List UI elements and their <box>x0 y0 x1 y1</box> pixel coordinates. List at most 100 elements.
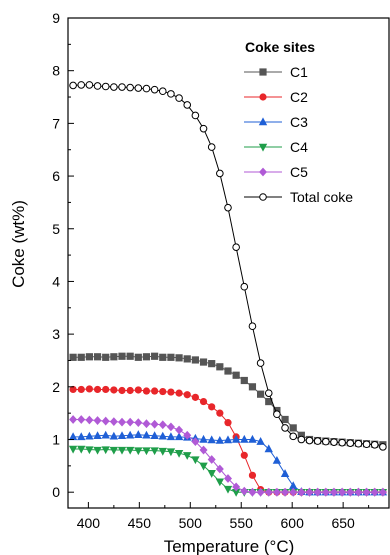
point-c5 <box>134 418 143 428</box>
point-c1 <box>167 353 175 361</box>
point-c2 <box>69 385 77 394</box>
point-total-coke <box>207 143 216 151</box>
point-c4 <box>207 470 216 478</box>
point-c2 <box>159 387 167 396</box>
point-c4 <box>85 446 94 455</box>
point-c2 <box>118 386 126 395</box>
point-c5 <box>329 487 338 497</box>
series-layer <box>68 81 388 497</box>
point-c5 <box>362 487 371 497</box>
point-c1 <box>224 367 232 375</box>
point-total-coke <box>297 435 306 444</box>
point-c2 <box>134 386 142 394</box>
x-tick-label: 500 <box>179 515 203 531</box>
plot-frame <box>67 17 390 509</box>
point-c2 <box>151 387 159 395</box>
point-total-coke <box>118 83 126 91</box>
y-tick-label: 2 <box>52 379 60 395</box>
point-c5 <box>370 487 379 497</box>
point-c5 <box>150 419 159 429</box>
point-c2 <box>208 403 216 411</box>
series-c1 <box>69 352 387 449</box>
point-c1 <box>257 390 265 398</box>
point-total-coke <box>232 243 240 251</box>
point-c1 <box>289 424 297 432</box>
point-c3 <box>68 432 78 441</box>
point-c4 <box>134 447 143 456</box>
point-c3 <box>240 434 249 443</box>
point-c5 <box>248 487 257 497</box>
point-c2 <box>199 397 208 406</box>
y-tick-label: 6 <box>52 168 60 184</box>
point-total-coke <box>150 85 159 94</box>
point-c1 <box>216 363 224 371</box>
series-c5 <box>69 415 387 497</box>
point-c5 <box>166 422 175 432</box>
point-c2 <box>93 385 102 394</box>
point-total-coke <box>216 169 224 178</box>
point-c4 <box>150 447 159 456</box>
legend-label: C4 <box>290 139 308 155</box>
point-total-coke <box>77 81 86 89</box>
point-c5 <box>321 487 330 497</box>
point-total-coke <box>273 410 281 419</box>
point-c1 <box>297 431 305 439</box>
point-c3 <box>77 432 86 441</box>
y-tick-label: 3 <box>52 326 60 342</box>
point-c1 <box>248 383 257 391</box>
y-tick-label: 5 <box>52 221 60 237</box>
point-c3 <box>280 469 290 477</box>
point-c5 <box>118 417 127 427</box>
point-total-coke <box>362 440 371 449</box>
point-c2 <box>167 388 175 396</box>
point-c1 <box>175 354 183 362</box>
point-total-coke <box>158 87 167 96</box>
series-total-coke <box>69 81 387 451</box>
point-c1 <box>126 352 134 360</box>
point-c5 <box>69 415 78 424</box>
point-total-coke <box>256 359 265 367</box>
point-total-coke <box>93 82 102 90</box>
legend-item-c2: C2 <box>244 89 308 105</box>
point-c4 <box>109 446 119 455</box>
point-c1 <box>151 352 159 360</box>
x-axis-title: Temperature (°C) <box>164 537 295 555</box>
point-total-coke <box>330 438 338 446</box>
point-c4 <box>174 450 184 458</box>
point-c4 <box>93 446 102 455</box>
y-tick-label: 1 <box>52 432 60 448</box>
point-total-coke <box>281 424 289 432</box>
point-c3 <box>207 435 216 444</box>
point-c3 <box>125 430 135 439</box>
point-c3 <box>199 434 208 443</box>
x-tick-label: 450 <box>128 515 152 531</box>
point-c4 <box>101 446 110 455</box>
point-c4 <box>231 488 241 497</box>
point-total-coke <box>134 84 143 92</box>
legend-item-c4: C4 <box>244 139 308 155</box>
legend-label: C3 <box>290 114 308 130</box>
point-total-coke <box>199 124 208 133</box>
point-c1 <box>208 360 216 368</box>
point-c1 <box>118 352 126 360</box>
point-c3 <box>101 430 110 439</box>
point-c4 <box>125 446 135 455</box>
point-total-coke <box>305 436 314 445</box>
point-c5 <box>305 487 314 497</box>
point-c2 <box>191 393 199 401</box>
point-c5 <box>346 487 355 497</box>
point-c5 <box>264 487 273 497</box>
point-c1 <box>281 415 289 424</box>
axes-layer: 0 1 2 3 4 5 6 7 8 9 400 450 500 550 600 650 <box>52 10 390 531</box>
point-c2 <box>224 419 232 427</box>
x-tick-label: 550 <box>230 515 254 531</box>
point-c1 <box>110 353 118 361</box>
legend-item-c1: C1 <box>244 64 308 80</box>
point-c3 <box>272 455 282 464</box>
point-c3 <box>248 434 257 443</box>
legend-marker <box>259 193 267 201</box>
series-line-c4 <box>73 448 383 493</box>
point-c2 <box>240 451 248 459</box>
legend-title: Coke sites <box>245 39 315 55</box>
point-c3 <box>264 444 273 453</box>
